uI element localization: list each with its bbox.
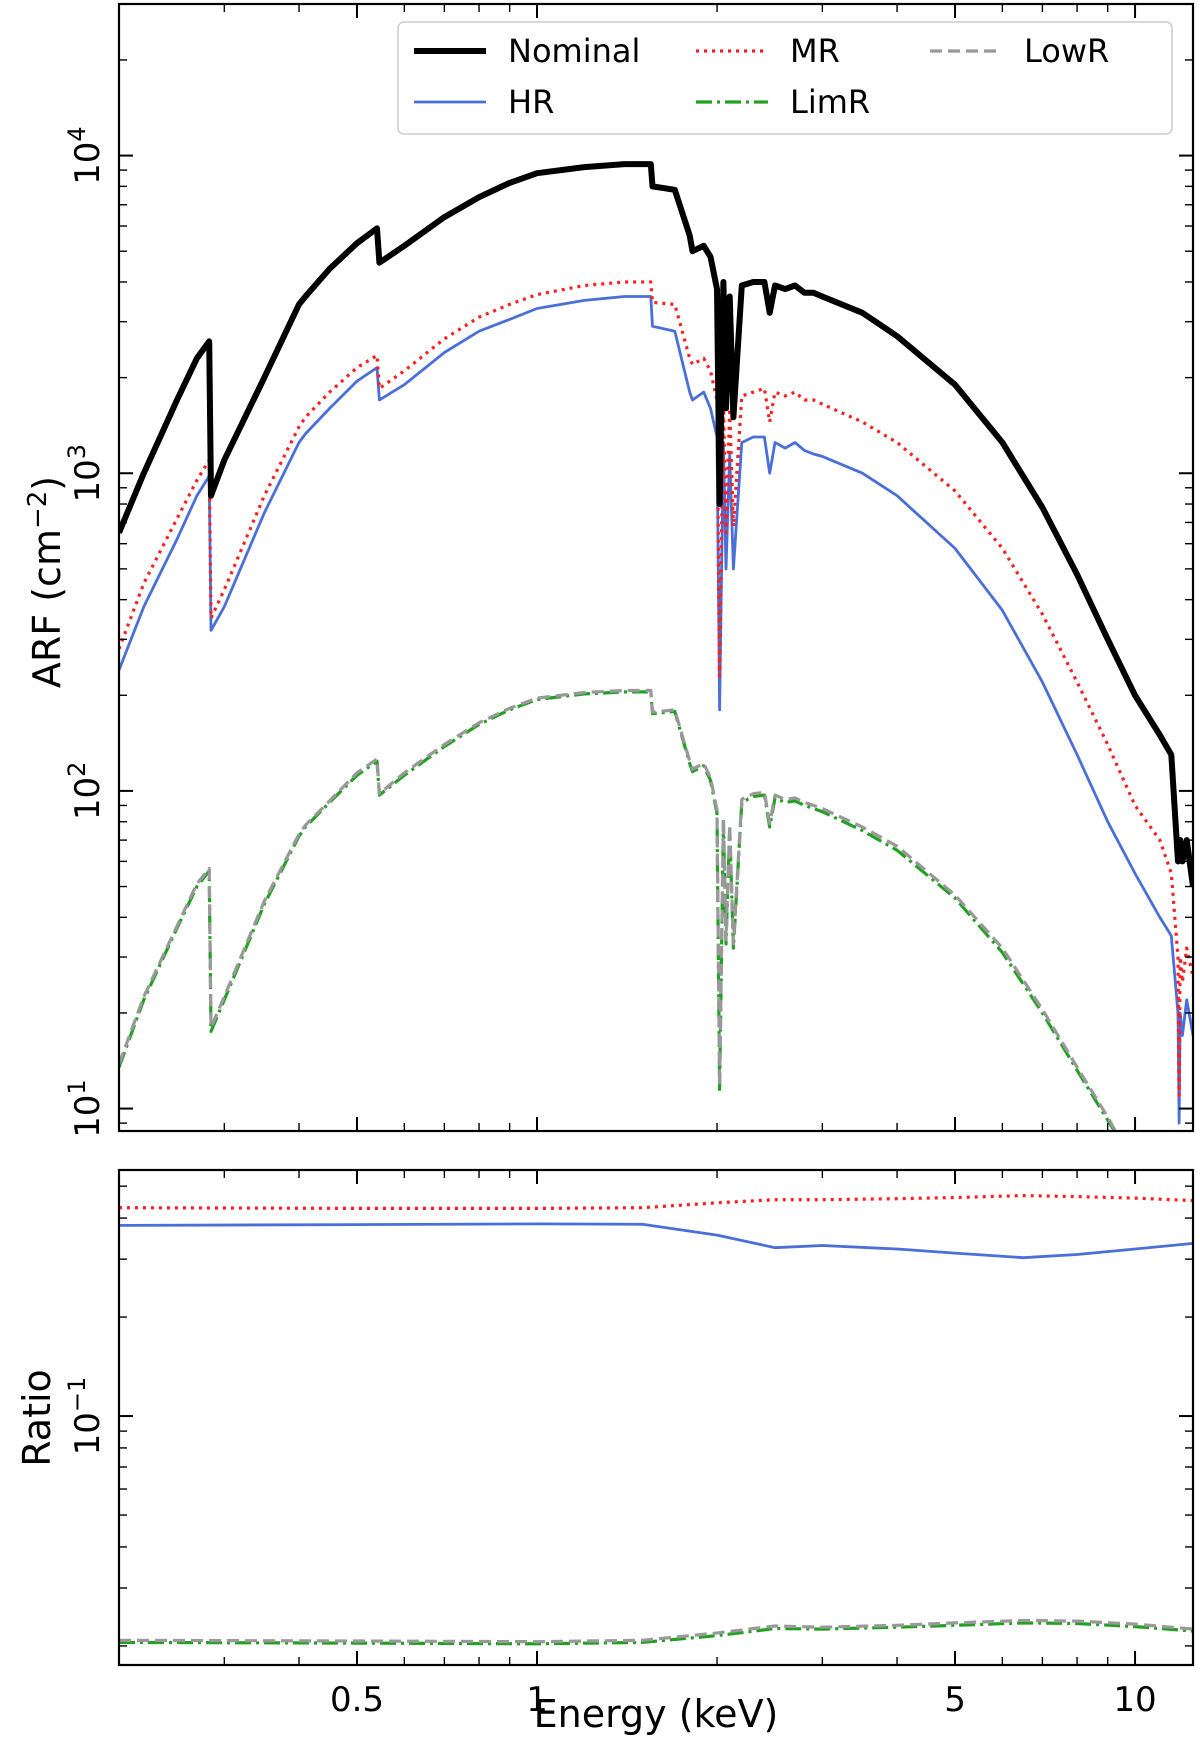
top-series-lowr [119,688,1118,1131]
bottom-series-lowr [119,1618,1193,1644]
x-axis-label: Energy (keV) [534,1692,779,1736]
y-tick-label: 102 [63,762,108,821]
bottom-ticks-group: 0.5 1 5 10 10−1 [63,1170,1193,1720]
legend-label-nominal: Nominal [508,32,640,70]
bottom-ylabel: Ratio [15,1369,59,1467]
legend-label-hr: HR [508,83,554,121]
legend-label-lowr: LowR [1024,32,1109,70]
y-tick-label: 101 [63,1079,108,1138]
y-tick-label: 10−1 [63,1377,108,1456]
legend-frame [397,21,1173,135]
y-tick-label: 103 [63,444,108,503]
top-axes-frame [117,2,1195,1133]
top-ticks-group: 101 102 103 104 [63,3,1193,1138]
bottom-series-group [119,1193,1193,1646]
legend: Nominal HR MR LimR LowR [397,21,1173,135]
bottom-series-hr [119,1222,1193,1260]
x-tick-label: 5 [944,1680,966,1720]
top-series-nominal [119,161,1193,887]
top-panel: 101 102 103 104 ARF (cm−2) Nominal HR MR LimR L… [23,2,1195,1138]
top-series-limr [119,690,1117,1131]
x-tick-label: 0.5 [330,1680,384,1720]
top-series-group [119,161,1193,1131]
y-tick-label: 104 [63,126,108,185]
bottom-series-limr [119,1621,1193,1646]
bottom-axes-frame [117,1168,1195,1667]
top-ylabel: ARF (cm−2) [23,476,69,688]
x-tick-label: 1 [526,1680,548,1720]
legend-label-mr: MR [790,32,840,70]
bottom-panel: 0.5 1 5 10 10−1 Ratio Energy (keV) [15,1168,1195,1736]
top-series-mr [119,280,1193,1098]
x-tick-label: 10 [1113,1680,1156,1720]
top-series-hr [119,295,1193,1125]
legend-label-limr: LimR [790,83,870,121]
bottom-series-mr [119,1193,1193,1211]
